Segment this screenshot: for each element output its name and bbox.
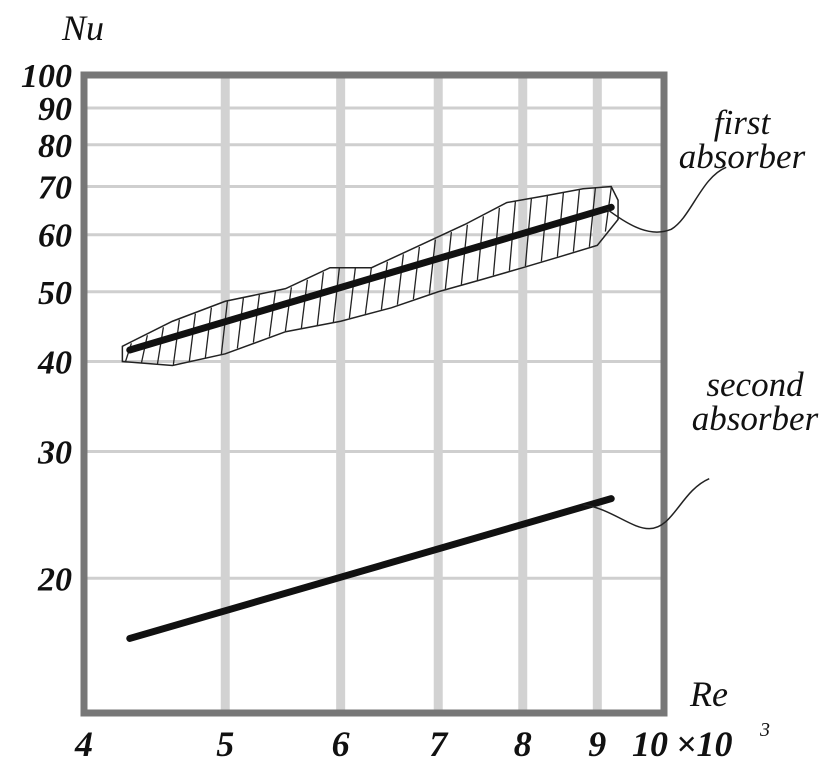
band-outline <box>121 185 619 367</box>
x-multiplier: ×10 <box>676 724 733 762</box>
legend-second-line1: second <box>706 365 804 404</box>
band-hatch-13 <box>332 267 341 323</box>
y-tick-label-80: 80 <box>38 128 72 165</box>
band-hatch-21 <box>460 224 469 285</box>
x-multiplier-exponent: 3 <box>759 719 770 741</box>
band-hatch-11 <box>300 279 309 329</box>
series-lines <box>126 203 615 642</box>
plot-frame <box>80 71 668 717</box>
y-tick-label-50: 50 <box>38 275 72 312</box>
band-hatch-29 <box>588 187 597 247</box>
grid <box>84 75 664 713</box>
first-absorber-leader <box>606 166 727 233</box>
y-tick-label-20: 20 <box>37 561 72 598</box>
band-hatch-17 <box>396 254 405 305</box>
band-hatch-12 <box>316 272 325 326</box>
band-hatch-18 <box>412 246 421 300</box>
first-absorber-band <box>121 185 619 367</box>
first-absorber-line <box>126 203 615 354</box>
band-hatch-4 <box>188 313 197 362</box>
band-hatch-14 <box>348 267 357 319</box>
band-hatch-8 <box>252 294 261 343</box>
x-tick-label-10: 10 <box>632 724 668 762</box>
band-hatch-3 <box>172 319 181 365</box>
legend-second-line2: absorber <box>692 399 819 438</box>
band-hatch-2 <box>156 327 165 365</box>
second-absorber-leader <box>583 477 710 530</box>
band-hatch-6 <box>220 301 229 355</box>
y-tick-label-60: 60 <box>38 218 72 255</box>
legend-leaders <box>583 166 727 530</box>
y-tick-label-30: 30 <box>37 434 72 471</box>
y-tick-label-90: 90 <box>38 91 72 128</box>
band-hatch-10 <box>284 287 293 332</box>
x-tick-label-5: 5 <box>216 724 234 762</box>
x-tick-label-9: 9 <box>588 724 606 762</box>
band-hatch-16 <box>380 261 389 310</box>
x-tick-label-7: 7 <box>429 724 449 762</box>
x-axis-label: Re <box>689 674 728 714</box>
band-hatch-19 <box>428 239 437 294</box>
x-tick-label-8: 8 <box>514 724 532 762</box>
second-absorber-line <box>126 495 615 642</box>
x-tick-label-4: 4 <box>74 724 93 762</box>
y-tick-label-70: 70 <box>38 170 72 207</box>
y-tick-label-100: 100 <box>21 58 72 95</box>
band-hatch-20 <box>444 232 453 289</box>
band-hatch-9 <box>268 291 277 337</box>
legend-first-line2: absorber <box>679 137 806 176</box>
y-tick-label-40: 40 <box>37 345 72 382</box>
band-hatch-7 <box>236 298 245 349</box>
x-tick-label-6: 6 <box>332 724 350 762</box>
legend-first-line1: first <box>714 103 772 142</box>
x-tick-labels: 4 5 6 7 8 9 10 <box>74 724 668 762</box>
band-hatch-5 <box>204 307 213 358</box>
y-axis-label: Nu <box>61 8 104 48</box>
